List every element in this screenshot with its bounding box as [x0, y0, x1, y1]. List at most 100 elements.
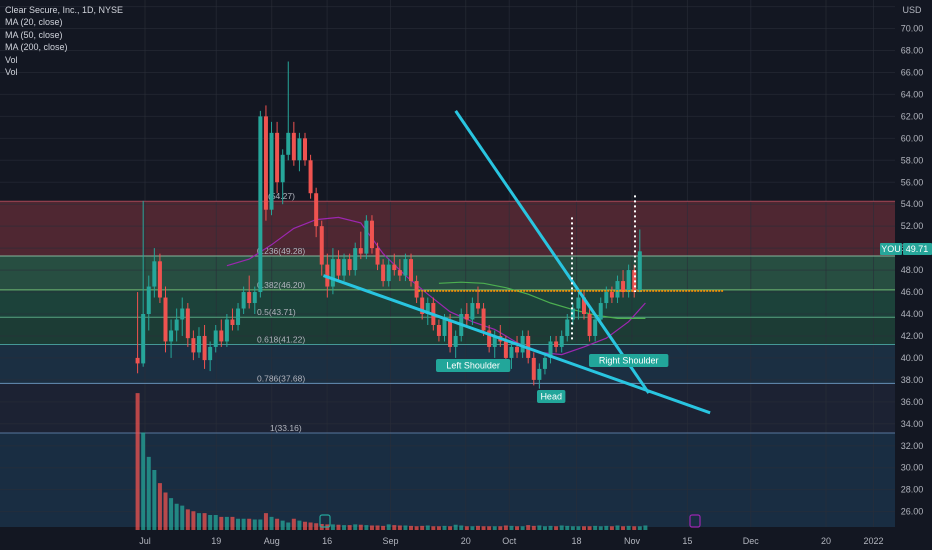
candle — [202, 324, 207, 369]
fib-band — [0, 433, 895, 527]
candle-body — [425, 303, 430, 315]
candle-body — [297, 138, 302, 161]
candle-body — [598, 303, 603, 320]
price-tick-label: 44.00 — [901, 309, 924, 319]
earnings-marker — [319, 514, 331, 528]
candle-body — [593, 319, 598, 336]
candle-body — [475, 303, 480, 309]
candle — [520, 330, 525, 358]
price-tick-label: 66.00 — [901, 67, 924, 77]
price-tick-label: 70.00 — [901, 24, 924, 34]
candle-body — [263, 116, 268, 210]
candle — [554, 335, 559, 353]
candle-body — [548, 341, 553, 358]
candle-body — [224, 319, 229, 342]
volume-bar — [548, 525, 553, 530]
candle-body — [420, 297, 425, 315]
volume-bar — [202, 513, 207, 530]
candle — [615, 275, 620, 304]
price-tick-label: 68.00 — [901, 46, 924, 56]
legend-symbol[interactable]: Clear Secure, Inc., 1D, NYSE — [5, 5, 124, 15]
fib-label: (54.27) — [268, 191, 295, 201]
candle-body — [275, 132, 280, 183]
time-axis[interactable]: Jul 19 Aug 16 Sep 20 Oct 18 Nov 15 Dec 20 2022 — [0, 514, 932, 550]
candle-body — [531, 357, 536, 380]
candle — [397, 259, 402, 282]
candle — [336, 250, 341, 282]
candle-body — [481, 308, 486, 331]
candle — [609, 286, 614, 304]
price-tick-label: 64.00 — [901, 89, 924, 99]
volume-bar — [509, 525, 514, 530]
price-axis[interactable]: USD 70.00 68.00 66.00 64.00 62.00 60.00 58.00 56… — [896, 0, 932, 550]
volume-bar — [459, 525, 464, 530]
candle — [196, 327, 201, 358]
price-tick-label: 30.00 — [901, 463, 924, 473]
volume-bar — [174, 503, 179, 530]
volume-bar — [481, 526, 486, 530]
candle-body — [169, 330, 174, 342]
volume-bar — [375, 525, 380, 530]
volume-bar — [537, 525, 542, 530]
candle-body — [403, 259, 408, 276]
volume-bar — [392, 525, 397, 530]
candle-body — [241, 292, 246, 309]
candle-body — [303, 138, 307, 161]
candle-body — [208, 346, 213, 361]
fib-band — [0, 317, 895, 345]
candle — [174, 308, 179, 342]
volume-bar — [263, 513, 268, 530]
candle — [247, 275, 252, 309]
volume-bar — [442, 525, 447, 530]
candle-body — [520, 335, 525, 353]
volume-bar — [169, 498, 174, 530]
candle-body — [213, 330, 218, 347]
candle — [303, 132, 307, 166]
volume-bar — [381, 525, 386, 530]
candle-body — [163, 297, 168, 342]
candle — [537, 363, 542, 389]
candle-body — [252, 292, 257, 304]
candle-body — [135, 357, 140, 364]
time-tick-label: Sep — [382, 536, 398, 546]
volume-bar — [436, 526, 441, 530]
volume-bar — [554, 526, 559, 530]
legend-ma20[interactable]: MA (20, close) — [5, 17, 63, 28]
time-tick-label: Jul — [139, 536, 151, 546]
volume-bar — [615, 525, 620, 530]
candle — [286, 61, 291, 161]
candle-body — [436, 324, 441, 336]
volume-bar — [230, 516, 235, 530]
volume-bar — [503, 525, 508, 530]
price-tick-label: 32.00 — [901, 441, 924, 451]
candle — [280, 149, 285, 205]
candle-body — [247, 292, 252, 304]
volume-bar — [269, 516, 274, 530]
candle-body — [621, 281, 626, 293]
legend-ma200[interactable]: MA (200, close) — [5, 42, 68, 53]
candle — [403, 253, 408, 282]
candle — [409, 253, 414, 287]
candle — [548, 335, 553, 364]
grid-lines — [0, 0, 895, 527]
legend-vol-2[interactable]: Vol — [5, 67, 18, 78]
volume-bar — [470, 526, 475, 530]
candle-body — [637, 251, 642, 293]
candle — [565, 314, 570, 342]
earnings-marker-box — [319, 514, 331, 528]
candle — [297, 132, 302, 172]
price-tick-label: 62.00 — [901, 111, 924, 121]
volume-bar — [330, 524, 335, 530]
time-tick-label: 18 — [572, 536, 582, 546]
candle — [230, 308, 235, 331]
legend-vol-1[interactable]: Vol — [5, 54, 18, 65]
volume-bar — [258, 519, 263, 530]
candle — [576, 292, 581, 320]
volume-bar — [297, 520, 302, 530]
time-axis-bg — [0, 531, 932, 550]
volume-bar — [146, 456, 151, 530]
price-tick-label: 48.00 — [901, 265, 924, 275]
price-tick-label: 38.00 — [901, 375, 924, 385]
legend-ma50[interactable]: MA (50, close) — [5, 29, 63, 40]
